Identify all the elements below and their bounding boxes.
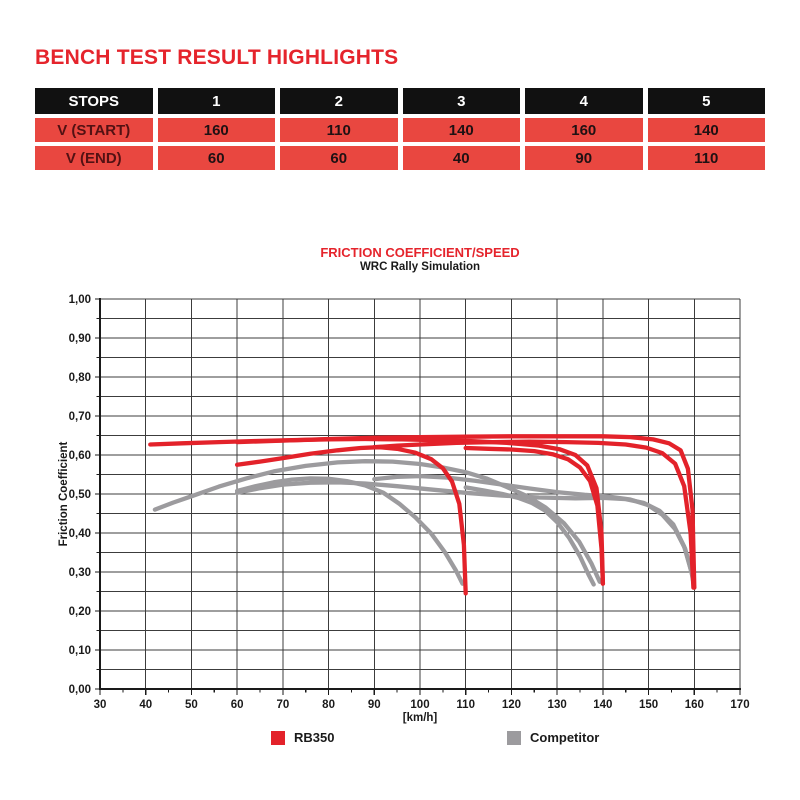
table-header-cell: 5 <box>647 88 765 114</box>
table-header-cell: 3 <box>402 88 520 114</box>
table-cell: 110 <box>280 118 398 142</box>
x-tick-label: 140 <box>593 699 612 711</box>
curve-competitor-stop4 <box>372 473 695 579</box>
chart-title: FRICTION COEFFICIENT/SPEED <box>320 245 520 260</box>
table-cell: 60 <box>280 146 398 170</box>
results-table: STOPS 1 2 3 4 5 V (START) 160 110 140 16… <box>35 88 765 170</box>
legend-label-competitor: Competitor <box>530 730 600 745</box>
x-tick-label: 160 <box>685 699 704 711</box>
legend-swatch-rb350-icon <box>271 730 285 745</box>
legend-swatch-competitor-icon <box>507 730 521 745</box>
x-tick-label: 80 <box>322 699 335 711</box>
table-cell: 160 <box>525 118 643 142</box>
chart-subtitle: WRC Rally Simulation <box>359 261 481 273</box>
table-cell: 40 <box>402 146 520 170</box>
x-tick-label: 100 <box>410 699 429 711</box>
x-tick-label: 130 <box>548 699 567 711</box>
y-tick-label: 0,40 <box>69 528 91 540</box>
x-tick-label: 50 <box>185 699 198 711</box>
curve-rb350-stop5 <box>463 445 606 586</box>
y-tick-label: 0,10 <box>69 645 91 657</box>
page-title: BENCH TEST RESULT HIGHLIGHTS <box>35 46 399 69</box>
table-cell: 140 <box>402 118 520 142</box>
curve-competitor-stop2 <box>234 476 465 586</box>
y-tick-label: 0,20 <box>69 606 91 618</box>
legend-item-competitor: Competitor <box>507 730 599 745</box>
curve-rb350-stop4 <box>372 439 696 590</box>
curve-competitor-stop5 <box>463 485 596 587</box>
curve-rb350-stop2 <box>234 445 468 596</box>
x-tick-label: 30 <box>94 699 107 711</box>
x-tick-label: 150 <box>639 699 658 711</box>
x-tick-label: 40 <box>139 699 152 711</box>
curve-competitor-stop3 <box>152 459 602 584</box>
y-tick-label: 0,30 <box>69 567 91 579</box>
table-cell: 90 <box>525 146 643 170</box>
y-tick-label: 0,90 <box>69 333 91 345</box>
x-tick-label: 170 <box>730 699 749 711</box>
table-row-label: V (END) <box>35 146 153 170</box>
table-cell: 140 <box>647 118 765 142</box>
x-tick-label: 90 <box>368 699 381 711</box>
table-header-cell: 2 <box>280 88 398 114</box>
table-cell: 110 <box>647 146 765 170</box>
x-tick-label: 120 <box>502 699 521 711</box>
table-cell: 160 <box>157 118 275 142</box>
y-tick-label: 0,80 <box>69 372 91 384</box>
y-tick-label: 1,00 <box>69 294 91 306</box>
table-header-cell: 4 <box>525 88 643 114</box>
x-tick-label: 70 <box>276 699 289 711</box>
friction-speed-plot: 30 40 50 60 70 80 90 100 110 120 130 140 150 160 170 1,… <box>69 294 750 711</box>
table-row-label: V (START) <box>35 118 153 142</box>
table-header-cell: 1 <box>157 88 275 114</box>
y-tick-label: 0,70 <box>69 411 91 423</box>
y-axis-title: Friction Coefficient <box>58 441 70 547</box>
legend-item-rb350: RB350 <box>271 730 334 745</box>
y-tick-label: 0,50 <box>69 489 91 501</box>
table-header-cell: STOPS <box>35 88 153 114</box>
x-tick-label: 110 <box>456 699 475 711</box>
x-tick-label: 60 <box>231 699 244 711</box>
x-axis-title: [km/h] <box>402 712 438 724</box>
table-cell: 60 <box>157 146 275 170</box>
legend-label-rb350: RB350 <box>294 730 335 745</box>
y-tick-label: 0,00 <box>69 684 91 696</box>
y-tick-label: 0,60 <box>69 450 91 462</box>
